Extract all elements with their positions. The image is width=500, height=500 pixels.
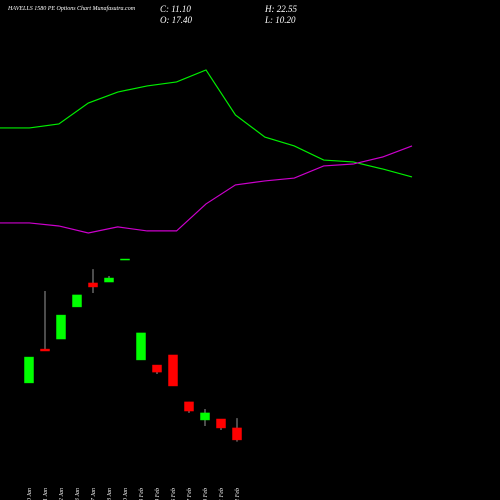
candle-body <box>88 282 98 288</box>
x-tick-label: 06 Feb <box>171 488 177 500</box>
x-tick-label: 04 Feb <box>154 488 161 500</box>
candle-body <box>216 418 226 429</box>
candle-body <box>200 412 210 421</box>
x-tick-label: 30 Jan <box>123 488 129 500</box>
chart-title: HAVELLS 1580 PE Options Chart Munafasutr… <box>7 5 136 12</box>
x-tick-label: 03 Feb <box>139 488 145 500</box>
x-tick-label: 22 Jan <box>59 488 65 500</box>
candle-body <box>56 314 66 340</box>
low-label: L: 10.20 <box>264 15 296 25</box>
x-tick-label: 20 Jan <box>27 488 33 500</box>
high-label: H: 22.55 <box>264 4 297 14</box>
x-tick-label: 28 Jan <box>107 488 113 500</box>
x-tick-label: 07 Feb <box>187 488 193 500</box>
candle-body <box>104 277 114 283</box>
x-tick-label: 12 Feb <box>235 488 241 500</box>
close-label: C: 11.10 <box>160 4 191 14</box>
candle-body <box>136 332 146 361</box>
open-label: O: 17.40 <box>160 15 192 25</box>
candle-body <box>184 401 194 412</box>
candle-body <box>232 427 242 441</box>
line-series <box>0 145 413 234</box>
x-tick-label: 11 Feb <box>219 488 225 500</box>
candle-body <box>168 354 178 387</box>
candle-body <box>120 258 130 261</box>
candle-body <box>40 348 50 352</box>
line-series <box>0 69 413 178</box>
candle-body <box>24 356 34 384</box>
x-tick-label: 27 Jan <box>91 488 97 500</box>
x-tick-label: 23 Jan <box>75 488 81 500</box>
candle-body <box>152 364 162 373</box>
x-tick-label: 10 Feb <box>203 488 209 500</box>
x-tick-label: 21 Jan <box>43 488 49 500</box>
candle-body <box>72 294 82 308</box>
